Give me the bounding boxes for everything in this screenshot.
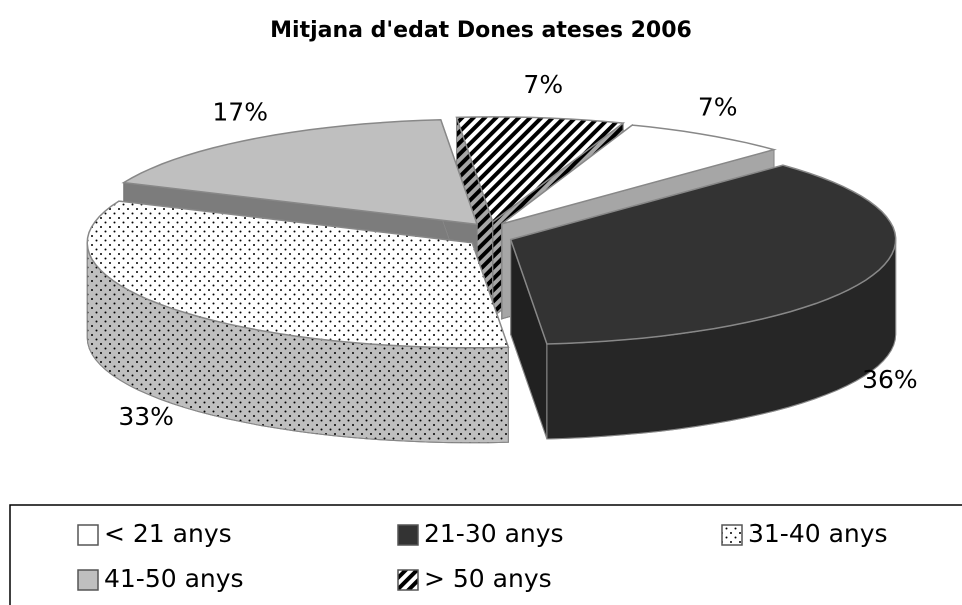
slice-top: [509, 164, 897, 345]
slice-top: [121, 119, 479, 226]
slice: [509, 164, 897, 440]
legend-label: 41-50 anys: [104, 564, 244, 593]
slice-top: [455, 116, 626, 224]
data-label: 33%: [118, 402, 174, 431]
legend-box: [9, 504, 962, 605]
legend-swatch: [721, 524, 743, 546]
legend-label: > 50 anys: [424, 564, 552, 593]
legend-swatch: [77, 569, 99, 591]
slice: [86, 200, 510, 444]
pie: 7% 36% 33% 17% 7%: [86, 70, 918, 444]
slice-top: [86, 200, 510, 349]
data-label: 36%: [862, 365, 918, 394]
slice-top: [501, 124, 777, 225]
chart-title: Mitjana d'edat Dones ateses 2006: [270, 18, 692, 43]
legend-label: 21-30 anys: [424, 519, 564, 548]
data-label: 7%: [698, 92, 738, 121]
data-label: 17%: [212, 98, 268, 127]
legend-label: 31-40 anys: [748, 519, 888, 548]
data-label: 7%: [523, 70, 563, 99]
legend-swatch: [397, 524, 419, 546]
legend: < 21 anys 21-30 anys 31-40 anys 41-50 anys >…: [77, 519, 888, 593]
legend-swatch: [77, 524, 99, 546]
legend-swatch: [397, 569, 419, 591]
legend-label: < 21 anys: [104, 519, 232, 548]
